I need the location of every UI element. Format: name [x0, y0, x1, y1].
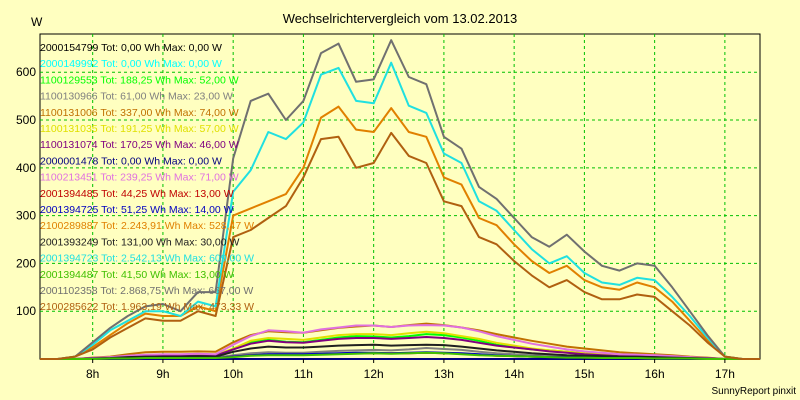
x-tick-label: 9h	[156, 367, 169, 381]
y-axis-label: W	[31, 15, 43, 29]
legend-entry: 2001394487 Tot: 41,50 Wh Max: 13,00 W	[40, 269, 234, 281]
y-axis-ticks: 100 200 300 400 500 600	[16, 65, 36, 318]
series-line	[40, 131, 760, 360]
x-tick-label: 13h	[434, 367, 454, 381]
chart-title: Wechselrichtervergleich vom 13.02.2013	[283, 11, 518, 26]
y-tick-label: 300	[16, 209, 36, 223]
legend-entry: 2000149992 Tot: 0,00 Wh Max: 0,00 W	[40, 58, 222, 70]
series-line	[40, 351, 760, 360]
y-tick-label: 200	[16, 256, 36, 270]
legend-entry: 1100130966 Tot: 61,00 Wh Max: 23,00 W	[40, 91, 233, 103]
x-tick-label: 15h	[574, 367, 594, 381]
x-tick-label: 17h	[715, 367, 735, 381]
legend-entry: 2001393249 Tot: 131,00 Wh Max: 30,00 W	[40, 236, 240, 248]
legend-entry: 1100131035 Tot: 191,25 Wh Max: 57,00 W	[40, 123, 239, 135]
credit-text: SunnyReport pinxit	[712, 386, 797, 397]
legend-entry: 2001394485 Tot: 44,25 Wh Max: 13,00 W	[40, 188, 234, 200]
legend-entry: 1100131006 Tot: 337,00 Wh Max: 74,00 W	[40, 107, 239, 119]
legend-entry: 2100289887 Tot: 2.243,91 Wh Max: 528,47 …	[40, 220, 254, 232]
series-line	[40, 39, 760, 360]
y-tick-label: 600	[16, 65, 36, 79]
legend-entry: 2001102358 Tot: 2.868,75 Wh Max: 667,00 …	[40, 285, 253, 297]
series-line	[40, 105, 760, 360]
x-axis-ticks: 8h 9h 10h 11h 12h 13h 14h 15h 16h 17h	[86, 359, 735, 381]
series-line	[40, 324, 760, 360]
legend-entry: 1100131074 Tot: 170,25 Wh Max: 46,00 W	[40, 139, 239, 151]
legend-entry: 2000154799 Tot: 0,00 Wh Max: 0,00 W	[40, 42, 222, 54]
series-line	[40, 61, 760, 360]
x-tick-label: 12h	[364, 367, 384, 381]
y-tick-label: 500	[16, 113, 36, 127]
series-line	[40, 343, 760, 360]
legend-entry: 2000001478 Tot: 0,00 Wh Max: 0,00 W	[40, 155, 222, 167]
x-tick-label: 8h	[86, 367, 99, 381]
legend-entry: 2001394723 Tot: 2.542,13 Wh Max: 609,00 …	[40, 253, 254, 265]
y-tick-label: 400	[16, 161, 36, 175]
legend-entry: 2001394725 Tot: 51,25 Wh Max: 14,00 W	[40, 204, 234, 216]
legend-entry: 1100213451 Tot: 239,25 Wh Max: 71,00 W	[40, 172, 239, 184]
legend-entry: 2100285622 Tot: 1.963,19 Wh Max: 473,33 …	[40, 301, 254, 313]
series-lines	[40, 39, 760, 360]
x-tick-label: 16h	[645, 367, 665, 381]
x-tick-label: 14h	[504, 367, 524, 381]
x-tick-label: 11h	[294, 367, 313, 381]
y-tick-label: 100	[16, 304, 36, 318]
legend: 2000154799 Tot: 0,00 Wh Max: 0,00 W 20001…	[40, 42, 254, 313]
legend-entry: 1100129553 Tot: 188,25 Wh Max: 52,00 W	[40, 74, 239, 86]
x-tick-label: 10h	[223, 367, 243, 381]
